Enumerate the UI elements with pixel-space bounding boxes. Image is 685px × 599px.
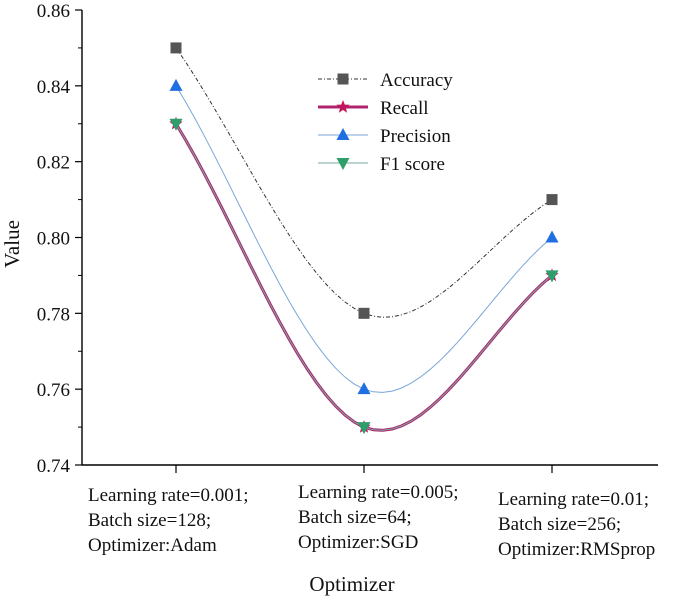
x-category-label: Batch size=256; [498, 514, 621, 535]
y-tick-label: 0.86 [37, 1, 70, 22]
legend-label: Accuracy [380, 70, 453, 91]
y-tick-label: 0.84 [37, 77, 71, 98]
data-point [545, 230, 559, 243]
series-precision [169, 78, 559, 395]
y-tick-label: 0.76 [37, 380, 70, 401]
data-point [545, 270, 559, 283]
legend-marker [336, 158, 350, 170]
x-axis-title: Optimizer [309, 572, 394, 596]
series-accuracy [170, 42, 558, 319]
y-tick-label: 0.82 [37, 153, 70, 174]
axes [81, 10, 658, 466]
data-point [546, 194, 558, 206]
y-axis-title: Value [0, 220, 24, 268]
legend-item: Accuracy [318, 70, 453, 91]
legend-marker [336, 100, 350, 113]
series-group [169, 42, 559, 435]
x-axis-categories: Learning rate=0.001; Batch size=128; Optim… [88, 465, 655, 560]
series-f1-score [169, 118, 559, 435]
series-line [175, 47, 553, 318]
legend-label: F1 score [380, 154, 445, 175]
legend-item: Recall [318, 98, 429, 119]
data-point [169, 78, 183, 91]
data-point [169, 118, 183, 131]
x-category-label: Learning rate=0.001; [88, 485, 249, 506]
x-category-label: Batch size=128; [88, 510, 211, 531]
y-tick-label: 0.74 [37, 456, 71, 477]
data-point [357, 422, 371, 435]
y-tick-label: 0.80 [37, 229, 70, 250]
legend-item: F1 score [318, 154, 445, 175]
data-point [170, 42, 182, 54]
legend: Accuracy Recall Precision F1 score [318, 70, 453, 175]
x-category-label: Learning rate=0.005; [298, 482, 459, 503]
series-line [175, 85, 553, 393]
y-axis-ticks: 0.74 0.76 0.78 0.80 0.82 0.84 0.86 [37, 1, 82, 477]
legend-label: Recall [380, 98, 429, 119]
x-category-label: Batch size=64; [298, 507, 412, 528]
legend-label: Precision [380, 126, 451, 147]
y-tick-label: 0.78 [37, 304, 70, 325]
legend-marker [337, 73, 349, 85]
x-category-label: Optimizer:RMSprop [498, 539, 655, 560]
data-point [358, 307, 370, 319]
data-point [357, 382, 371, 395]
x-category-label: Optimizer:Adam [88, 535, 217, 556]
legend-marker [336, 128, 350, 140]
x-category-label: Optimizer:SGD [298, 532, 418, 553]
legend-item: Precision [318, 126, 451, 147]
x-category-label: Learning rate=0.01; [498, 489, 649, 510]
